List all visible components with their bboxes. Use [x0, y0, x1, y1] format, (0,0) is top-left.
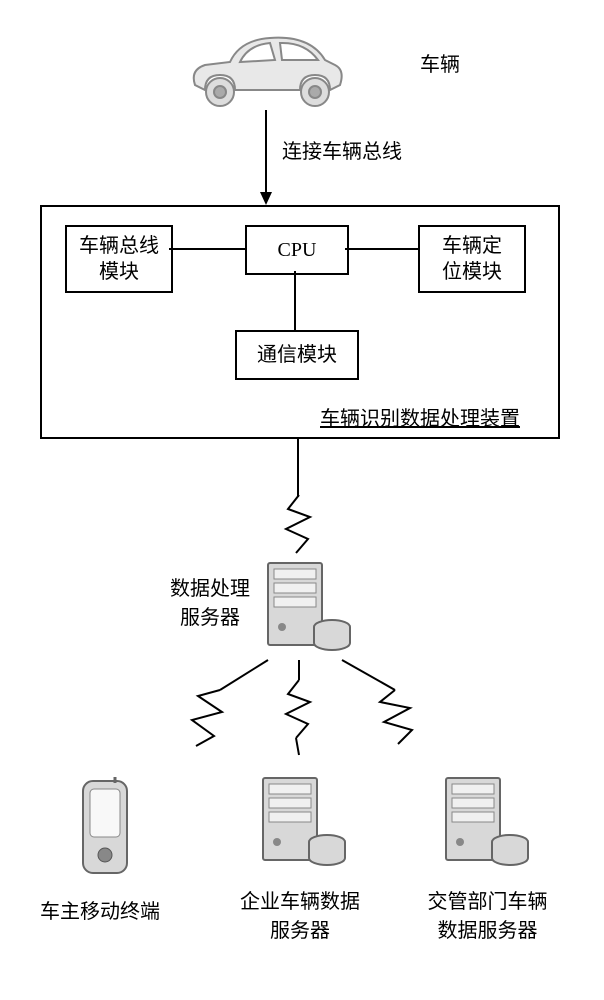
data-server-label: 数据处理 服务器 [160, 572, 260, 630]
comm-module-box: 通信模块 [235, 330, 359, 380]
wireless-icon-right [340, 660, 500, 770]
enterprise-server-icon [255, 770, 350, 870]
wireless-icon-left [120, 660, 270, 770]
location-module-box: 车辆定 位模块 [418, 225, 526, 293]
bus-module-box: 车辆总线 模块 [65, 225, 173, 293]
vehicle-label: 车辆 [420, 48, 460, 77]
traffic-server-icon [438, 770, 533, 870]
arrow-car-to-device [256, 110, 276, 205]
wireless-icon-mid [282, 660, 316, 755]
traffic-server-label: 交管部门车辆 数据服务器 [410, 885, 565, 943]
device-title: 车辆识别数据处理装置 [320, 402, 520, 431]
inner-connector-down [293, 271, 297, 330]
bus-connection-label: 连接车辆总线 [282, 135, 402, 164]
cpu-box: CPU [245, 225, 349, 275]
owner-terminal-label: 车主移动终端 [40, 895, 160, 924]
car-icon [180, 20, 350, 120]
inner-connector-right [345, 247, 418, 251]
line-device-to-wireless [296, 437, 300, 497]
phone-icon [75, 775, 135, 880]
wireless-icon-1 [282, 495, 316, 555]
data-server-icon [260, 555, 355, 655]
enterprise-server-label: 企业车辆数据 服务器 [225, 885, 375, 943]
inner-connector-left [169, 247, 245, 251]
